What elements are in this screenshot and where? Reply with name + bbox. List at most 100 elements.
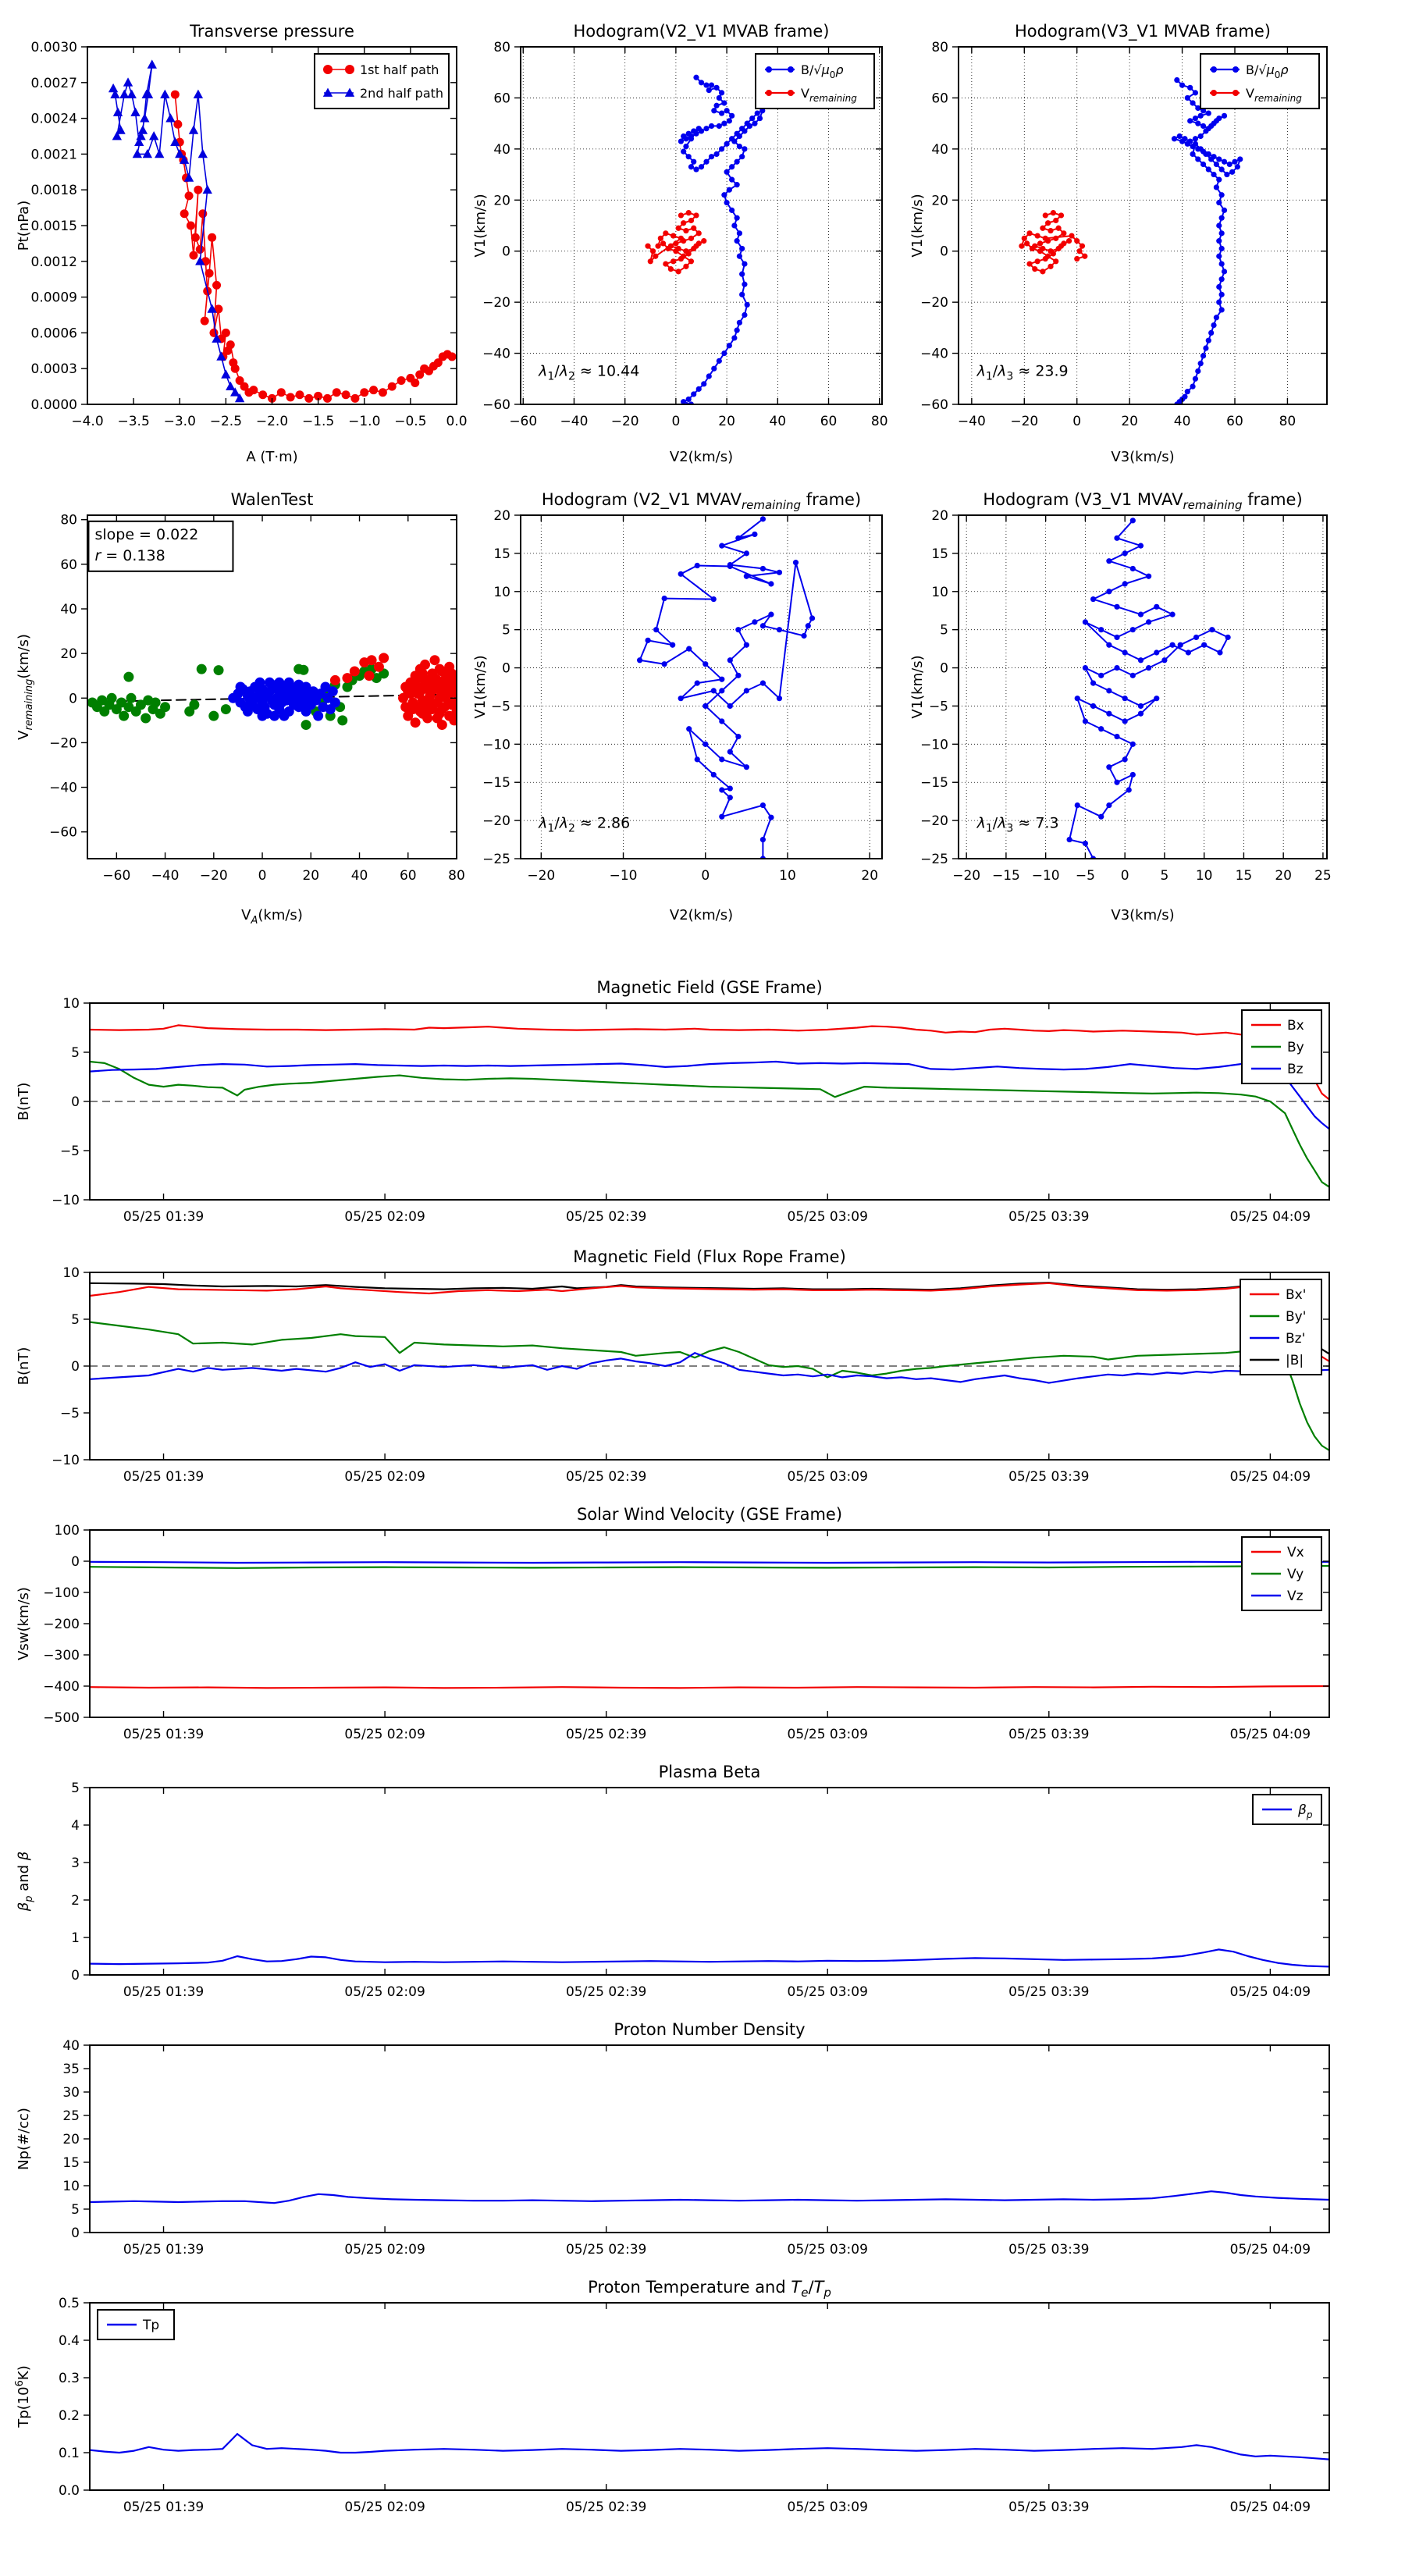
svg-text:−3.0: −3.0	[164, 414, 196, 429]
svg-text:Np(#/cc): Np(#/cc)	[16, 2108, 32, 2170]
svg-text:V1(km/s): V1(km/s)	[909, 194, 926, 257]
svg-text:1st half path: 1st half path	[360, 62, 439, 77]
svg-text:05/25 03:09: 05/25 03:09	[788, 1209, 868, 1225]
svg-text:Vremaining(km/s): Vremaining(km/s)	[16, 634, 35, 740]
svg-text:60: 60	[60, 557, 77, 573]
svg-text:−5: −5	[1076, 868, 1095, 884]
svg-text:−60: −60	[920, 397, 948, 413]
svg-text:10: 10	[931, 585, 948, 600]
svg-text:40: 40	[931, 142, 948, 158]
svg-text:60: 60	[1226, 414, 1243, 429]
svg-text:V2(km/s): V2(km/s)	[670, 449, 733, 465]
svg-text:−5: −5	[491, 699, 510, 714]
svg-text:0: 0	[701, 868, 710, 884]
svg-text:λ1/λ2 ≈ 2.86: λ1/λ2 ≈ 2.86	[538, 814, 630, 834]
svg-text:05/25 01:39: 05/25 01:39	[123, 1984, 204, 2000]
svg-text:V1(km/s): V1(km/s)	[472, 655, 489, 718]
svg-text:0: 0	[71, 2226, 80, 2241]
svg-text:Tp(106K): Tp(106K)	[14, 2365, 32, 2428]
svg-text:−25: −25	[482, 852, 510, 867]
svg-text:−0.5: −0.5	[394, 414, 426, 429]
svg-text:Plasma Beta: Plasma Beta	[659, 1763, 761, 1781]
svg-text:By': By'	[1286, 1309, 1306, 1325]
svg-text:4: 4	[71, 1818, 80, 1834]
svg-text:Magnetic Field (Flux Rope Fram: Magnetic Field (Flux Rope Frame)	[573, 1247, 846, 1266]
svg-text:0: 0	[71, 1968, 80, 1984]
svg-text:60: 60	[931, 91, 948, 106]
svg-text:10: 10	[62, 1265, 80, 1281]
svg-text:V3(km/s): V3(km/s)	[1111, 907, 1174, 923]
svg-text:−40: −40	[482, 347, 510, 362]
svg-text:05/25 04:09: 05/25 04:09	[1230, 1469, 1311, 1485]
svg-text:1: 1	[71, 1930, 80, 1946]
svg-text:V3(km/s): V3(km/s)	[1111, 449, 1174, 465]
svg-text:20: 20	[931, 508, 948, 524]
svg-text:60: 60	[820, 414, 838, 429]
svg-text:−10: −10	[610, 868, 638, 884]
proton-temperature-panel: 05/25 01:39 05/25 02:09 05/25 02:39 05/25 0…	[14, 2268, 1389, 2525]
svg-text:20: 20	[60, 646, 77, 662]
svg-text:−10: −10	[1032, 868, 1060, 884]
svg-text:0.0024: 0.0024	[31, 112, 77, 127]
svg-text:05/25 04:09: 05/25 04:09	[1230, 2242, 1311, 2258]
svg-text:80: 80	[448, 868, 465, 884]
svg-text:0: 0	[502, 661, 510, 677]
svg-text:−100: −100	[43, 1585, 80, 1601]
svg-text:05/25 02:09: 05/25 02:09	[344, 2500, 425, 2515]
svg-text:Bx: Bx	[1287, 1018, 1304, 1034]
svg-text:0: 0	[940, 244, 948, 260]
magnetic-field-flux-rope-panel: 05/25 01:39 05/25 02:09 05/25 02:39 05/25 0…	[16, 1237, 1389, 1495]
svg-text:VA(km/s): VA(km/s)	[241, 907, 303, 927]
svg-text:0.0018: 0.0018	[31, 183, 77, 198]
svg-text:Transverse pressure: Transverse pressure	[189, 22, 354, 41]
svg-text:0.0006: 0.0006	[31, 326, 77, 341]
svg-text:0.1: 0.1	[59, 2446, 80, 2461]
svg-text:05/25 01:39: 05/25 01:39	[123, 1469, 204, 1485]
svg-text:5: 5	[71, 2202, 80, 2218]
svg-text:05/25 03:09: 05/25 03:09	[788, 1469, 868, 1485]
svg-text:Pt(nPa): Pt(nPa)	[16, 201, 32, 251]
svg-text:−20: −20	[1010, 414, 1038, 429]
svg-text:βp: βp	[1297, 1802, 1313, 1820]
svg-text:05/25 02:39: 05/25 02:39	[566, 1469, 646, 1485]
svg-text:80: 80	[1279, 414, 1297, 429]
svg-text:0: 0	[71, 1554, 80, 1570]
svg-text:−5: −5	[60, 1406, 80, 1421]
svg-text:05/25 02:09: 05/25 02:09	[344, 1984, 425, 2000]
svg-text:20: 20	[302, 868, 319, 884]
svg-text:05/25 04:09: 05/25 04:09	[1230, 2500, 1311, 2515]
svg-text:5: 5	[1160, 868, 1168, 884]
svg-text:−5: −5	[929, 699, 948, 714]
svg-text:0: 0	[1072, 414, 1081, 429]
svg-text:V1(km/s): V1(km/s)	[909, 655, 926, 718]
svg-text:Solar Wind Velocity (GSE Frame: Solar Wind Velocity (GSE Frame)	[577, 1505, 842, 1524]
svg-text:15: 15	[493, 546, 510, 562]
svg-text:30: 30	[62, 2085, 80, 2101]
svg-text:−20: −20	[920, 295, 948, 311]
svg-text:−20: −20	[482, 813, 510, 829]
svg-text:slope = 0.022: slope = 0.022	[94, 526, 198, 543]
svg-text:40: 40	[351, 868, 368, 884]
svg-text:−40: −40	[49, 781, 77, 796]
svg-text:−10: −10	[52, 1193, 80, 1208]
svg-text:80: 80	[493, 40, 510, 55]
svg-text:−10: −10	[482, 737, 510, 753]
svg-text:−400: −400	[43, 1679, 80, 1695]
svg-text:5: 5	[71, 1045, 80, 1061]
svg-text:−15: −15	[992, 868, 1020, 884]
hodogram-v2v1-mvab-plot: −60 −40 −20 0 20 40 60 80 −60 −40 −20 0 20 40 60 80 Hodo…	[472, 14, 913, 471]
transverse-pressure-plot: −4.0 −3.5 −3.0 −2.5 −2.0 −1.5 −1.0 −0.5 0.0 0.000…	[16, 14, 468, 471]
svg-text:0.0030: 0.0030	[31, 40, 77, 55]
svg-text:−500: −500	[43, 1710, 80, 1726]
svg-text:0.0000: 0.0000	[31, 397, 77, 413]
svg-text:20: 20	[861, 868, 878, 884]
svg-text:0.0: 0.0	[59, 2483, 80, 2499]
svg-text:Hodogram(V2_V1 MVAB frame): Hodogram(V2_V1 MVAB frame)	[574, 22, 830, 41]
svg-text:0.0012: 0.0012	[31, 254, 77, 270]
svg-text:25: 25	[1314, 868, 1332, 884]
svg-text:0.0021: 0.0021	[31, 147, 77, 162]
svg-text:−10: −10	[52, 1453, 80, 1468]
svg-text:05/25 02:09: 05/25 02:09	[344, 2242, 425, 2258]
svg-text:−15: −15	[920, 775, 948, 791]
svg-text:−1.5: −1.5	[302, 414, 334, 429]
